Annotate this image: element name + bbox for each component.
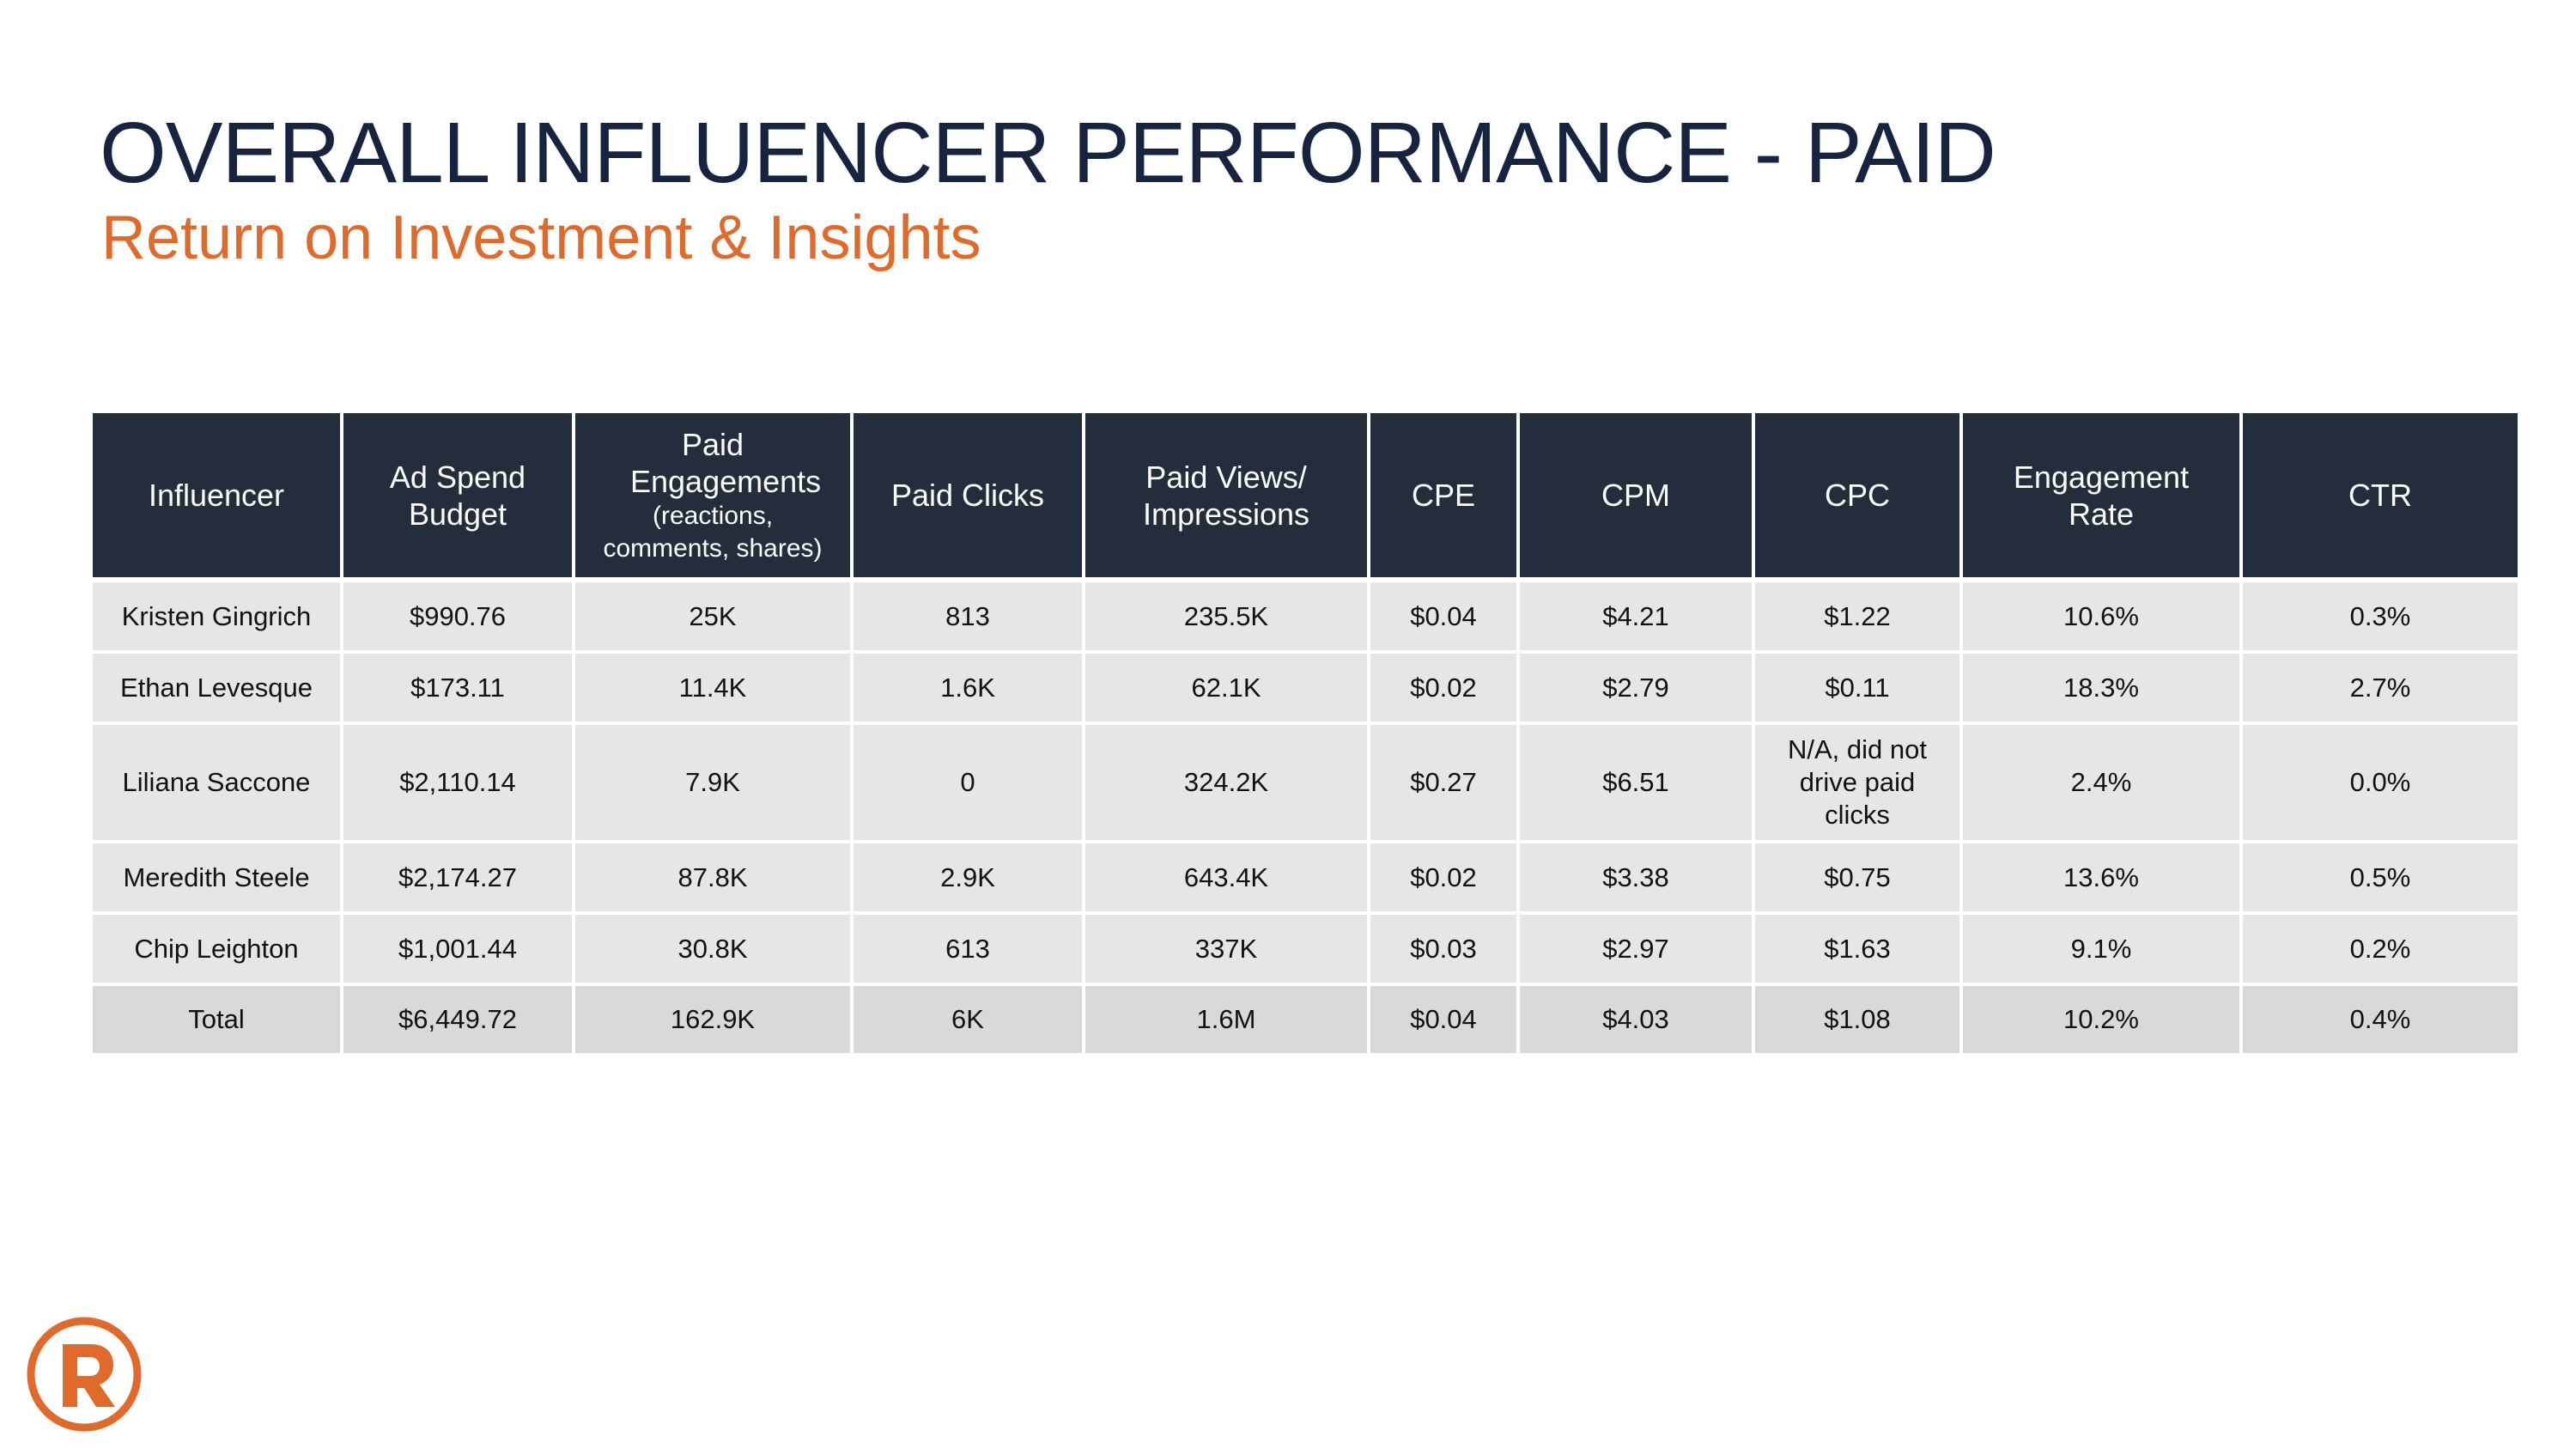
cell-cpm: $4.21 <box>1520 582 1755 654</box>
cell-ctr: 0.0% <box>2243 725 2518 843</box>
cell-cpe: $0.02 <box>1370 654 1520 725</box>
cell-paid-clicks: 0 <box>854 725 1085 843</box>
column-header-paid-engagements-label: Paid Engagements <box>630 426 822 499</box>
cell-ad-spend: $173.11 <box>343 654 575 725</box>
cell-cpe: $0.03 <box>1370 915 1520 986</box>
cell-paid-engagements: 7.9K <box>575 725 854 843</box>
cell-total-label: Total <box>93 986 343 1056</box>
column-header-paid-clicks: Paid Clicks <box>854 413 1085 582</box>
cell-paid-engagements: 11.4K <box>575 654 854 725</box>
cell-ad-spend: $990.76 <box>343 582 575 654</box>
cell-cpc: N/A, did not drive paid clicks <box>1755 725 1963 843</box>
brand-logo-icon <box>24 1314 144 1434</box>
cell-paid-clicks: 6K <box>854 986 1085 1056</box>
cell-cpc: $1.08 <box>1755 986 1963 1056</box>
column-header-cpm: CPM <box>1520 413 1755 582</box>
cell-influencer: Kristen Gingrich <box>93 582 343 654</box>
column-header-ad-spend-label: Ad Spend Budget <box>389 459 526 532</box>
table-row: Liliana Saccone $2,110.14 7.9K 0 324.2K … <box>93 725 2518 843</box>
cell-paid-views: 337K <box>1085 915 1370 986</box>
cell-cpm: $3.38 <box>1520 843 1755 915</box>
column-header-cpc: CPC <box>1755 413 1963 582</box>
cell-cpe: $0.04 <box>1370 986 1520 1056</box>
cell-ad-spend: $6,449.72 <box>343 986 575 1056</box>
cell-ad-spend: $2,110.14 <box>343 725 575 843</box>
column-header-paid-views: Paid Views/ Impressions <box>1085 413 1370 582</box>
column-header-influencer: Influencer <box>93 413 343 582</box>
cell-ctr: 2.7% <box>2243 654 2518 725</box>
cell-cpe: $0.27 <box>1370 725 1520 843</box>
cell-ad-spend: $1,001.44 <box>343 915 575 986</box>
cell-paid-engagements: 25K <box>575 582 854 654</box>
cell-engagement-rate: 10.2% <box>1963 986 2243 1056</box>
table-row: Chip Leighton $1,001.44 30.8K 613 337K $… <box>93 915 2518 986</box>
cell-paid-clicks: 2.9K <box>854 843 1085 915</box>
cell-engagement-rate: 18.3% <box>1963 654 2243 725</box>
cell-ctr: 0.5% <box>2243 843 2518 915</box>
page-title: OVERALL INFLUENCER PERFORMANCE - PAID <box>100 105 1996 201</box>
column-header-ad-spend: Ad Spend Budget <box>343 413 575 582</box>
cell-cpm: $2.79 <box>1520 654 1755 725</box>
cell-influencer: Liliana Saccone <box>93 725 343 843</box>
cell-ctr: 0.2% <box>2243 915 2518 986</box>
cell-paid-clicks: 813 <box>854 582 1085 654</box>
cell-engagement-rate: 9.1% <box>1963 915 2243 986</box>
cell-cpc: $1.22 <box>1755 582 1963 654</box>
cell-cpc: $1.63 <box>1755 915 1963 986</box>
cell-cpc: $0.11 <box>1755 654 1963 725</box>
cell-engagement-rate: 2.4% <box>1963 725 2243 843</box>
column-header-cpe: CPE <box>1370 413 1520 582</box>
column-header-engagement-rate-label: Engagement Rate <box>2013 459 2190 532</box>
cell-influencer: Ethan Levesque <box>93 654 343 725</box>
cell-engagement-rate: 10.6% <box>1963 582 2243 654</box>
cell-cpc: $0.75 <box>1755 843 1963 915</box>
column-header-ctr: CTR <box>2243 413 2518 582</box>
cell-paid-views: 1.6M <box>1085 986 1370 1056</box>
table-header-row: Influencer Ad Spend Budget Paid Engageme… <box>93 413 2518 582</box>
column-header-paid-engagements: Paid Engagements (reactions, comments, s… <box>575 413 854 582</box>
cell-cpm: $6.51 <box>1520 725 1755 843</box>
cell-paid-views: 62.1K <box>1085 654 1370 725</box>
cell-cpe: $0.02 <box>1370 843 1520 915</box>
cell-paid-engagements: 162.9K <box>575 986 854 1056</box>
cell-ctr: 0.3% <box>2243 582 2518 654</box>
table-total-row: Total $6,449.72 162.9K 6K 1.6M $0.04 $4.… <box>93 986 2518 1056</box>
column-header-paid-engagements-note: (reactions, comments, shares) <box>603 501 823 563</box>
cell-paid-clicks: 1.6K <box>854 654 1085 725</box>
cell-influencer: Chip Leighton <box>93 915 343 986</box>
cell-paid-views: 235.5K <box>1085 582 1370 654</box>
page-subtitle: Return on Investment & Insights <box>101 204 981 272</box>
cell-paid-engagements: 87.8K <box>575 843 854 915</box>
cell-paid-clicks: 613 <box>854 915 1085 986</box>
table-row: Kristen Gingrich $990.76 25K 813 235.5K … <box>93 582 2518 654</box>
cell-ctr: 0.4% <box>2243 986 2518 1056</box>
cell-paid-views: 324.2K <box>1085 725 1370 843</box>
performance-table: Influencer Ad Spend Budget Paid Engageme… <box>93 413 2518 1056</box>
cell-cpm: $2.97 <box>1520 915 1755 986</box>
table-row: Meredith Steele $2,174.27 87.8K 2.9K 643… <box>93 843 2518 915</box>
cell-cpe: $0.04 <box>1370 582 1520 654</box>
cell-paid-engagements: 30.8K <box>575 915 854 986</box>
column-header-engagement-rate: Engagement Rate <box>1963 413 2243 582</box>
cell-influencer: Meredith Steele <box>93 843 343 915</box>
cell-ad-spend: $2,174.27 <box>343 843 575 915</box>
cell-cpm: $4.03 <box>1520 986 1755 1056</box>
cell-engagement-rate: 13.6% <box>1963 843 2243 915</box>
cell-cpc-text: N/A, did not drive paid clicks <box>1788 734 1927 830</box>
table-row: Ethan Levesque $173.11 11.4K 1.6K 62.1K … <box>93 654 2518 725</box>
cell-paid-views: 643.4K <box>1085 843 1370 915</box>
column-header-paid-views-label: Paid Views/ Impressions <box>1142 459 1310 532</box>
